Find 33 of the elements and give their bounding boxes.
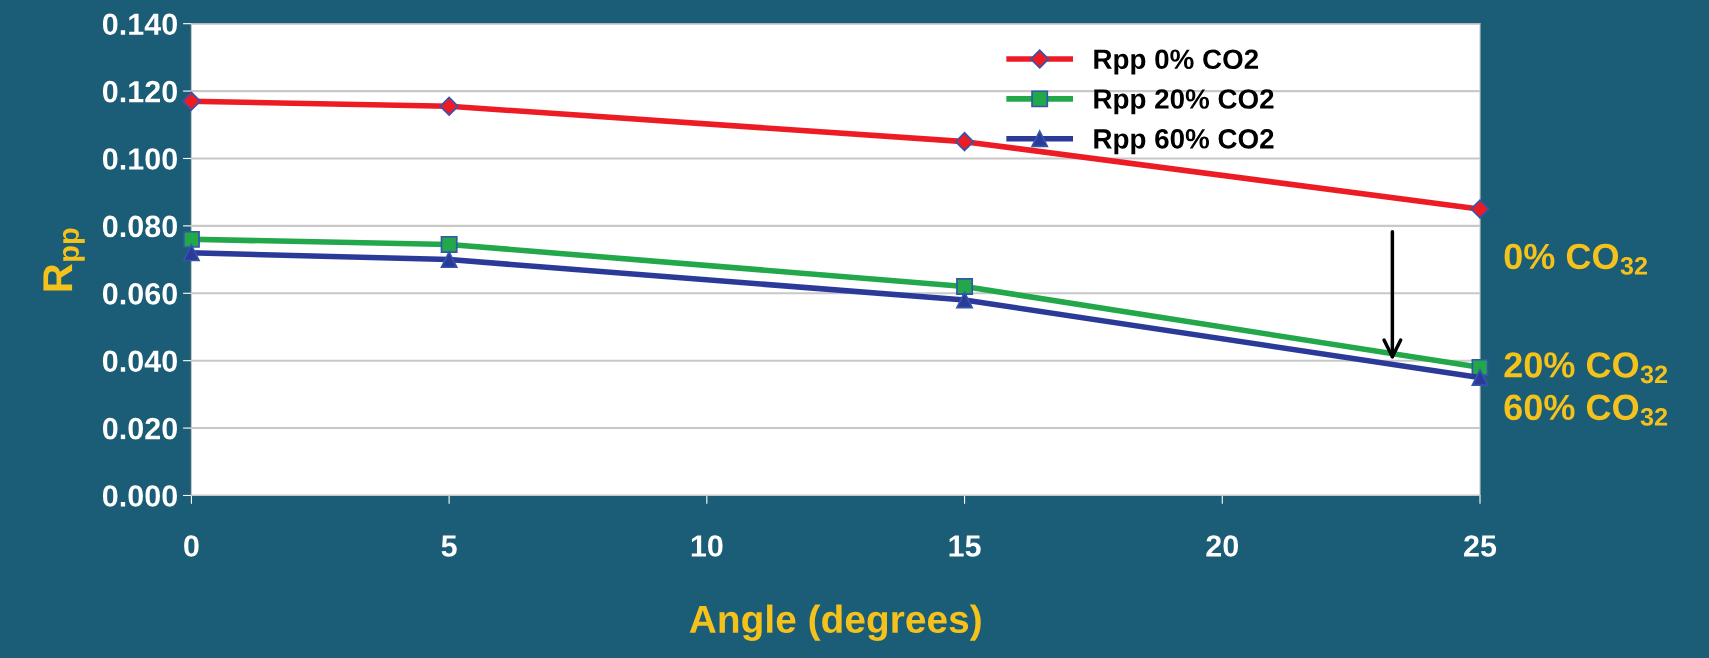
legend-label: Rpp 20% CO2 xyxy=(1094,89,1274,115)
y-tick-label: 0.040 xyxy=(102,350,177,373)
legend-label: Rpp 60% CO2 xyxy=(1094,128,1274,155)
legend-label: Rpp 0% CO2 xyxy=(1094,49,1259,75)
text: 60% CO$_{32}$ xyxy=(1504,394,1668,426)
x-tick-label: 15 xyxy=(949,535,981,557)
x-axis-title: Angle (degrees) xyxy=(689,604,981,641)
x-tick-label: 20 xyxy=(1206,535,1239,557)
point xyxy=(1471,369,1489,387)
point xyxy=(440,251,458,269)
point xyxy=(956,278,974,296)
y-tick-label: 0.060 xyxy=(102,283,177,305)
point xyxy=(181,91,202,111)
text: 0% CO$_{32}$ xyxy=(1504,243,1648,275)
y-axis-title: R$_{pp}$ xyxy=(43,228,85,291)
y-tick-label: 0.140 xyxy=(102,13,177,36)
point xyxy=(1470,199,1490,219)
y-tick-label: 0.100 xyxy=(102,148,177,170)
point xyxy=(439,96,459,116)
x-tick-label: 5 xyxy=(441,535,457,557)
point xyxy=(956,291,974,309)
point xyxy=(440,235,458,253)
point xyxy=(182,244,200,262)
text: 20% CO$_{32}$ xyxy=(1504,352,1668,384)
point xyxy=(954,131,975,152)
x-tick-label: 0 xyxy=(184,535,199,557)
y-tick-label: 0.120 xyxy=(102,80,177,103)
x-tick-label: 25 xyxy=(1464,535,1497,557)
point xyxy=(182,230,200,248)
y-tick-label: 0.000 xyxy=(102,485,177,507)
x-tick-label: 10 xyxy=(691,535,723,557)
y-tick-label: 0.020 xyxy=(102,417,177,440)
y-tick-label: 0.080 xyxy=(102,215,177,238)
